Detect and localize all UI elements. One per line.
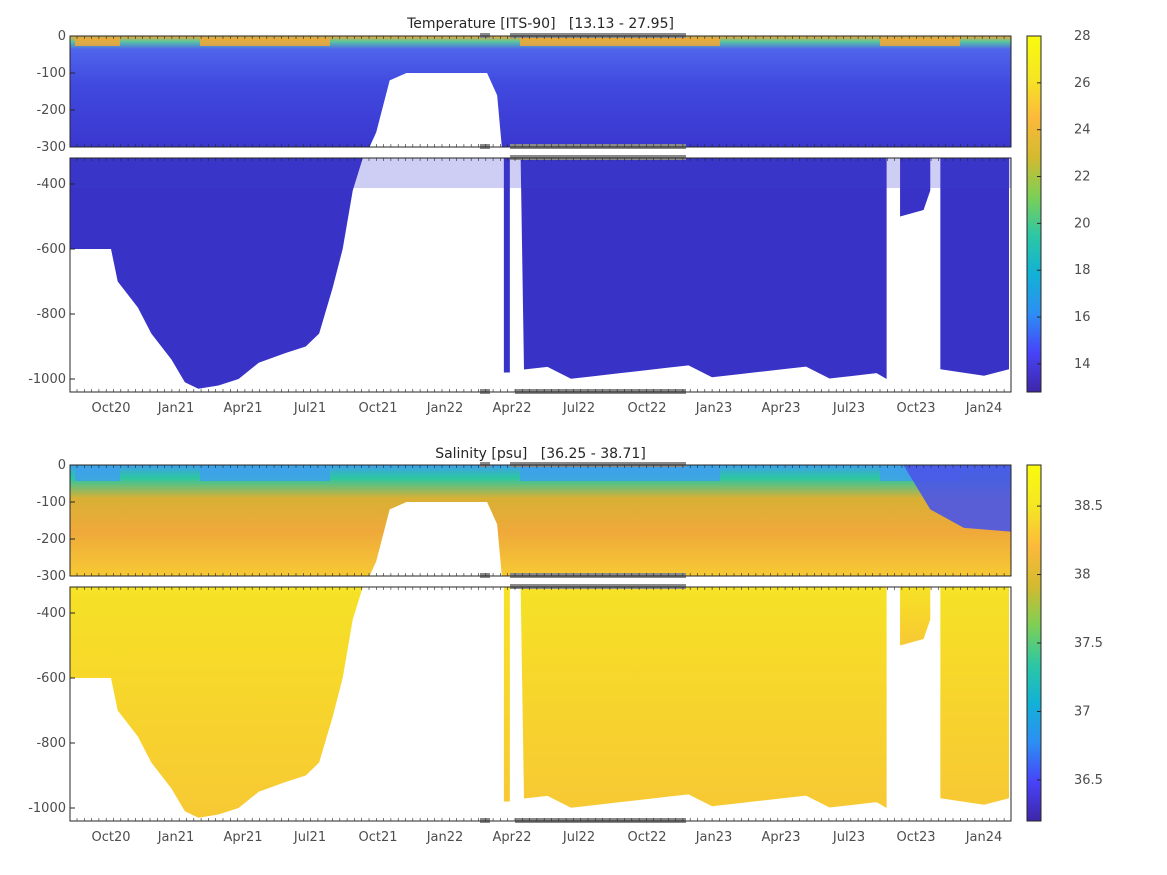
y-tick-label: -400: [36, 177, 66, 192]
profile-apr22: [503, 158, 510, 373]
y-tick-label: 0: [58, 458, 66, 473]
x-tick-label: Jul22: [562, 830, 595, 845]
x-tick-label: Jul23: [832, 830, 865, 845]
fresh-intrusion: [903, 465, 1011, 532]
y-tick-label: -200: [36, 103, 66, 118]
x-tick-label: Apr23: [761, 401, 800, 416]
colorbar-tick-label: 20: [1074, 216, 1091, 231]
x-tick-label: Jan22: [426, 401, 464, 416]
y-tick-label: -600: [36, 242, 66, 257]
x-tick-label: Jan21: [157, 401, 195, 416]
x-tick-label: Jan24: [965, 830, 1003, 845]
salinity-title: Salinity [psu] [36.25 - 38.71]: [435, 446, 646, 462]
x-tick-label: Apr21: [223, 401, 262, 416]
upper-field: [70, 465, 1011, 576]
x-tick-label: Oct20: [91, 830, 130, 845]
x-tick-label: Oct23: [896, 401, 935, 416]
colorbar-tick-label: 36.5: [1074, 773, 1103, 788]
colorbar-tick-label: 37.5: [1074, 636, 1103, 651]
x-tick-label: Jan22: [426, 830, 464, 845]
x-tick-label: Apr21: [223, 830, 262, 845]
x-tick-label: Apr22: [492, 401, 531, 416]
deep-field-2024: [940, 587, 1009, 805]
x-tick-label: Jan23: [695, 830, 733, 845]
colorbar-tick-label: 14: [1074, 357, 1091, 372]
x-tick-label: Jan24: [965, 401, 1003, 416]
x-tick-label: Jul21: [293, 401, 326, 416]
x-tick-label: Oct22: [627, 401, 666, 416]
x-tick-label: Oct22: [627, 830, 666, 845]
data-gap-upper: [369, 73, 502, 147]
y-tick-label: -300: [36, 569, 66, 584]
x-tick-label: Oct21: [358, 830, 397, 845]
y-tick-label: -400: [36, 606, 66, 621]
x-tick-label: Apr23: [761, 830, 800, 845]
deep-field-2020: [70, 587, 363, 818]
surface-streak: [75, 38, 120, 46]
colorbar-tick-label: 16: [1074, 310, 1091, 325]
y-tick-label: -200: [36, 532, 66, 547]
axes-box: [69, 586, 1012, 822]
colorbar-tick-label: 38.5: [1074, 499, 1103, 514]
temperature-title: Temperature [ITS-90] [13.13 - 27.95]: [407, 16, 674, 32]
x-tick-label: Jul23: [832, 401, 865, 416]
colorbar-tick-label: 24: [1074, 123, 1091, 138]
colorbar-tick-label: 28: [1074, 29, 1091, 44]
y-tick-label: -1000: [28, 801, 66, 816]
y-tick-label: -100: [36, 66, 66, 81]
y-tick-label: -600: [36, 671, 66, 686]
chart-0: 0 -100 -200 -300 -400 -600 -800 -1000 Oct20 Jan21…: [28, 29, 1090, 416]
axes-box: [69, 35, 1012, 148]
surface-streak: [520, 467, 720, 481]
deep-field-2020: [70, 158, 363, 389]
mid-shade: [70, 158, 1011, 188]
upper-field: [70, 36, 1011, 147]
y-tick-label: -300: [36, 140, 66, 155]
colorbar-tick-label: 18: [1074, 263, 1091, 278]
y-tick-label: 0: [58, 29, 66, 44]
profile-apr22: [503, 587, 510, 802]
colorbar-tick-label: 22: [1074, 170, 1091, 185]
y-tick-label: -1000: [28, 372, 66, 387]
surface-streak: [880, 38, 960, 46]
surface-streak: [200, 467, 330, 481]
colorbar-tick-label: 26: [1074, 76, 1091, 91]
colorbar: [1026, 35, 1042, 393]
data-gap-upper: [369, 502, 502, 576]
deep-field-2024: [940, 158, 1009, 376]
x-tick-label: Jul21: [293, 830, 326, 845]
y-tick-label: -100: [36, 495, 66, 510]
x-tick-label: Oct23: [896, 830, 935, 845]
x-tick-label: Jan21: [157, 830, 195, 845]
x-tick-label: Oct20: [91, 401, 130, 416]
x-tick-label: Jul22: [562, 401, 595, 416]
surface-streak: [200, 38, 330, 46]
deep-field-sep23: [900, 158, 931, 217]
x-tick-label: Jan23: [695, 401, 733, 416]
axes-box: [69, 464, 1012, 577]
colorbar-tick-label: 38: [1074, 568, 1091, 583]
colorbar-tick-label: 37: [1074, 704, 1091, 719]
y-tick-label: -800: [36, 736, 66, 751]
x-tick-label: Apr22: [492, 830, 531, 845]
deep-field-2022: [520, 587, 887, 808]
surface-streak: [75, 467, 120, 481]
surface-streak: [520, 38, 720, 46]
deep-field-sep23: [900, 587, 931, 646]
y-tick-label: -800: [36, 307, 66, 322]
chart-1: 0 -100 -200 -300 -400 -600 -800 -1000 Oct20 Jan21…: [28, 458, 1103, 845]
deep-field-2022: [520, 158, 887, 379]
axes-box: [69, 157, 1012, 393]
x-tick-label: Oct21: [358, 401, 397, 416]
